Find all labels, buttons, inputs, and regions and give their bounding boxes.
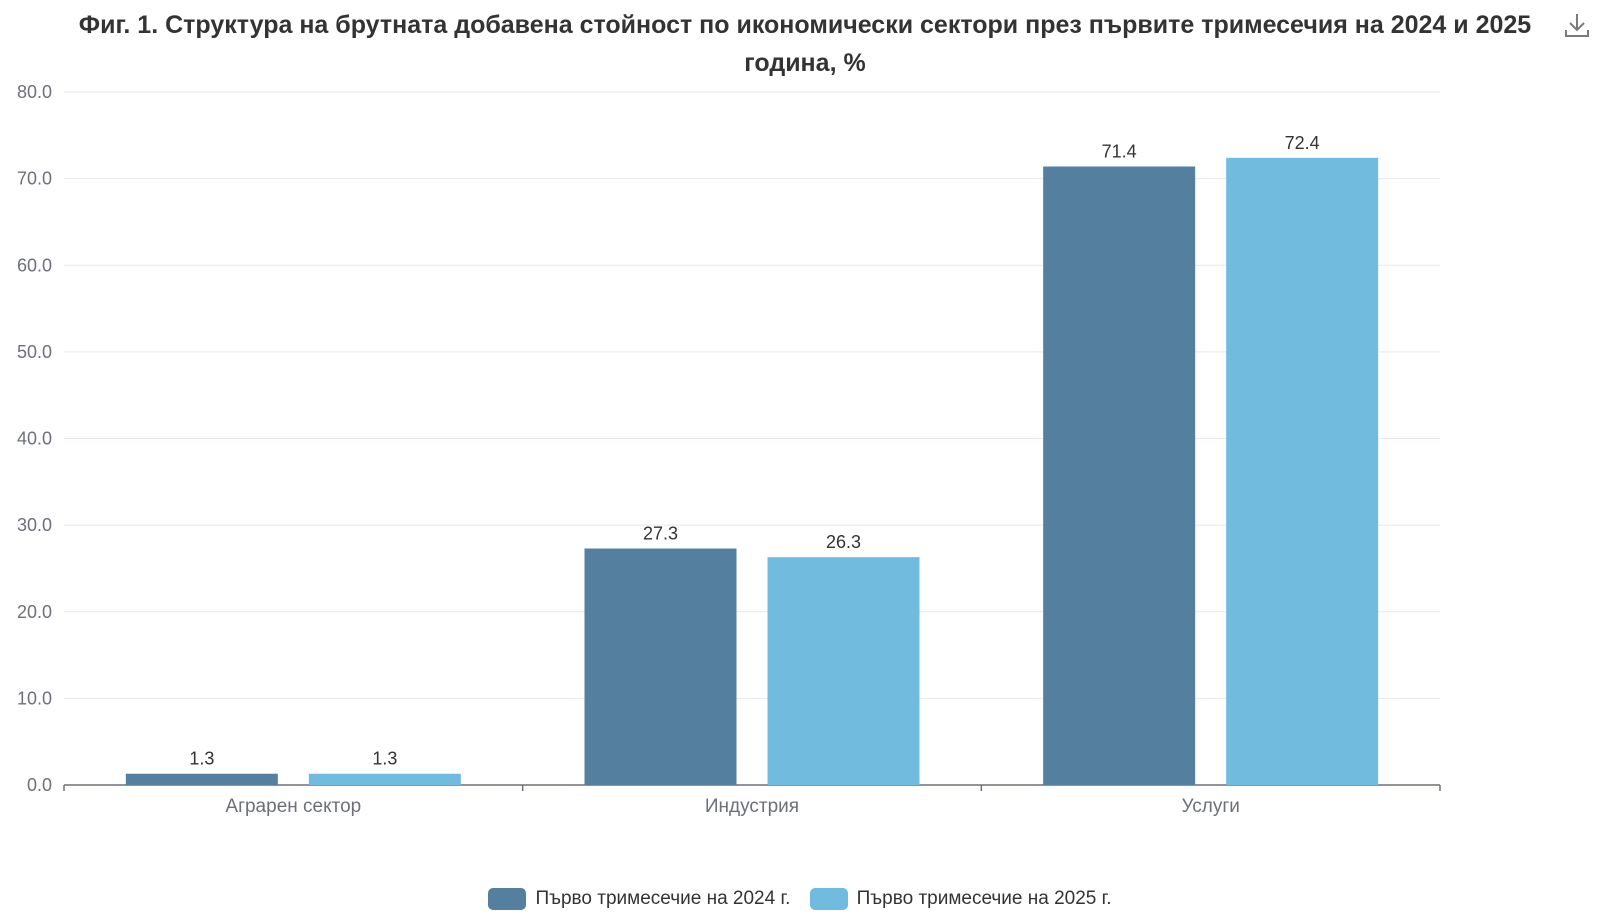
bar-series-1 — [125, 773, 278, 785]
bar-series-2 — [1226, 157, 1379, 785]
data-label: 26.3 — [826, 532, 861, 552]
legend-label-series-1: Първо тримесечие на 2024 г. — [535, 888, 791, 909]
legend-item-series-2[interactable]: Първо тримесечие на 2025 г. — [809, 888, 1112, 910]
y-tick-label: 70.0 — [17, 169, 52, 189]
y-tick-label: 60.0 — [17, 255, 52, 275]
bar-series-2 — [308, 773, 461, 785]
x-tick-label: Услуги — [1181, 796, 1239, 817]
data-label: 1.3 — [189, 749, 214, 769]
legend-swatch-series-2 — [809, 888, 848, 910]
y-tick-label: 50.0 — [17, 342, 52, 362]
bar-chart: 0.0 10.0 20.0 30.0 40.0 50.0 60.0 70.0 80.0 Аграр… — [17, 82, 1441, 817]
legend-swatch-series-1 — [488, 888, 527, 910]
chart-title: Фиг. 1. Структура на брутната добавена с… — [78, 11, 1532, 77]
data-label: 72.4 — [1285, 133, 1320, 153]
data-label: 71.4 — [1102, 141, 1137, 161]
legend: Първо тримесечие на 2024 г. Първо тримес… — [0, 888, 1600, 916]
x-tick-label: Индустрия — [705, 796, 799, 817]
x-tick-label: Аграрен сектор — [225, 796, 361, 817]
y-tick-label: 80.0 — [17, 82, 52, 102]
y-tick-label: 20.0 — [17, 602, 52, 622]
bar-series-1 — [1043, 166, 1196, 785]
y-tick-label: 30.0 — [17, 515, 52, 535]
data-label: 27.3 — [643, 524, 678, 544]
bar-series-2 — [767, 557, 920, 785]
y-tick-label: 0.0 — [27, 775, 52, 795]
data-label: 1.3 — [372, 749, 397, 769]
y-tick-label: 10.0 — [17, 688, 52, 708]
legend-item-series-1[interactable]: Първо тримесечие на 2024 г. — [488, 888, 790, 910]
legend-label-series-2: Първо тримесечие на 2025 г. — [856, 888, 1112, 909]
y-tick-label: 40.0 — [17, 429, 52, 449]
bar-series-1 — [584, 548, 737, 785]
download-icon[interactable] — [1562, 10, 1592, 40]
